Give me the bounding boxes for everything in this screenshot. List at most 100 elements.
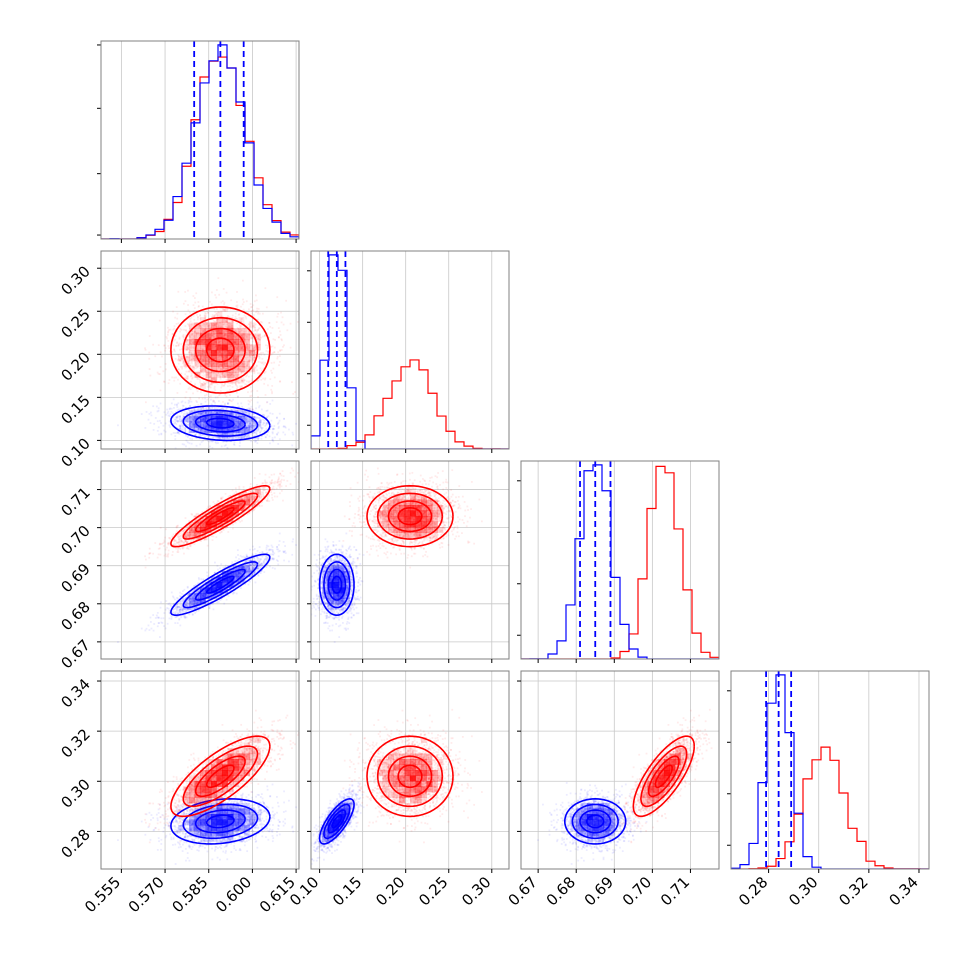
sample-point xyxy=(268,321,271,324)
sample-point xyxy=(254,440,257,443)
sample-point xyxy=(232,425,235,428)
sample-point xyxy=(234,417,237,420)
sample-point xyxy=(222,440,225,443)
sample-point xyxy=(212,372,215,375)
sample-point xyxy=(188,432,191,435)
sample-point xyxy=(225,412,228,415)
sample-point xyxy=(210,316,213,318)
sample-point xyxy=(248,350,251,352)
sample-point xyxy=(188,416,190,419)
sample-point xyxy=(229,399,232,402)
sample-point xyxy=(254,434,257,437)
panel-1-0: 0.100.150.200.250.30 xyxy=(57,250,300,471)
sample-point xyxy=(237,435,239,438)
sample-point xyxy=(178,425,181,428)
sample-point xyxy=(207,430,210,433)
sample-point xyxy=(174,438,177,440)
density-cell xyxy=(222,427,228,433)
sample-point xyxy=(204,394,206,397)
sample-point xyxy=(223,570,226,573)
sample-point xyxy=(184,396,187,399)
sample-point xyxy=(239,327,242,330)
sample-point xyxy=(245,367,248,370)
sample-point xyxy=(189,430,192,433)
sample-point xyxy=(199,424,202,427)
sample-point xyxy=(206,404,209,407)
density-cell xyxy=(222,410,228,417)
sample-point xyxy=(193,323,195,325)
sample-point xyxy=(226,447,229,449)
sample-point xyxy=(198,349,201,352)
sample-point xyxy=(226,364,229,367)
density-cell xyxy=(200,350,206,356)
density-cell xyxy=(211,377,217,384)
sample-point xyxy=(194,357,197,360)
sample-point xyxy=(223,362,226,365)
sample-point xyxy=(187,356,190,359)
sample-point xyxy=(225,336,228,338)
sample-point xyxy=(257,421,259,424)
sample-point xyxy=(180,411,183,414)
sample-point xyxy=(202,578,205,581)
sample-point xyxy=(190,603,193,606)
sample-point xyxy=(225,371,228,374)
sample-point xyxy=(221,363,224,366)
sample-point xyxy=(194,405,197,408)
sample-point xyxy=(208,440,211,443)
sample-point xyxy=(189,388,192,391)
sample-point xyxy=(203,374,206,376)
sample-point xyxy=(196,313,198,316)
sample-point xyxy=(198,421,200,424)
sample-point xyxy=(253,437,256,440)
sample-point xyxy=(240,372,242,375)
sample-point xyxy=(258,554,261,557)
density-cell xyxy=(227,410,234,417)
sample-point xyxy=(277,336,280,338)
sample-point xyxy=(264,378,266,381)
sample-point xyxy=(241,342,243,344)
sample-point xyxy=(242,301,245,303)
sample-point xyxy=(253,314,255,316)
sample-point xyxy=(240,424,243,427)
sample-point xyxy=(241,425,244,428)
sample-point xyxy=(197,420,200,423)
density-cell xyxy=(211,333,217,340)
sample-point xyxy=(218,411,221,414)
sample-point xyxy=(194,355,197,358)
sample-point xyxy=(252,420,255,423)
sample-point xyxy=(234,383,237,386)
sample-point xyxy=(278,412,281,415)
sample-point xyxy=(225,407,228,410)
sample-point xyxy=(203,359,206,362)
sample-point xyxy=(235,572,237,575)
sample-point xyxy=(236,410,239,413)
sample-point xyxy=(213,326,215,329)
y-tick-label: 0.15 xyxy=(57,391,93,427)
sample-point xyxy=(193,423,196,426)
sample-point xyxy=(202,322,205,324)
sample-point xyxy=(241,417,244,420)
sample-point xyxy=(215,289,218,291)
sample-point xyxy=(270,544,273,547)
sample-point xyxy=(190,421,193,424)
sample-point xyxy=(271,385,274,387)
sample-point xyxy=(227,379,229,382)
sample-point xyxy=(204,364,207,367)
sample-point xyxy=(170,407,173,410)
sample-point xyxy=(248,334,251,336)
sample-point xyxy=(194,301,197,304)
density-cell xyxy=(178,355,184,362)
sample-point xyxy=(244,416,247,419)
sample-point xyxy=(259,431,261,434)
sample-point xyxy=(169,328,172,331)
sample-point xyxy=(189,417,192,420)
sample-point xyxy=(233,427,235,429)
sample-point xyxy=(207,598,210,601)
sample-point xyxy=(185,434,188,437)
sample-point xyxy=(171,333,174,335)
sample-point xyxy=(177,402,180,405)
sample-point xyxy=(245,568,248,571)
density-cell xyxy=(211,361,217,367)
sample-point xyxy=(180,420,182,423)
sample-point xyxy=(216,594,219,597)
